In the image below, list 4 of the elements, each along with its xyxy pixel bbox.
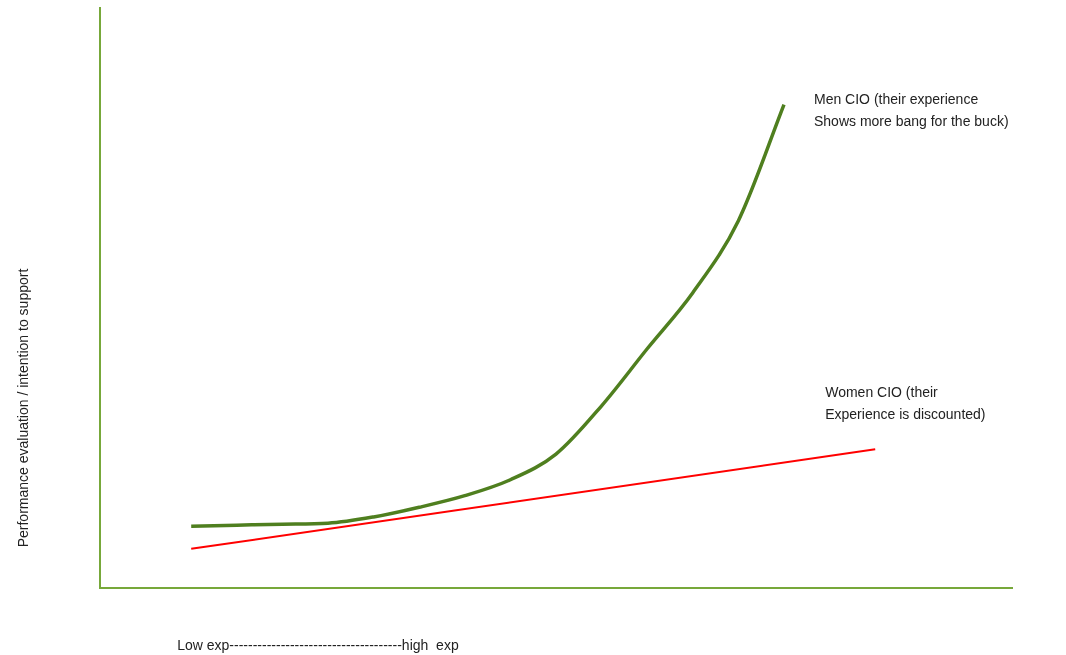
text: Women CIO (their Experience is discounted)	[825, 384, 986, 423]
y-axis-title: Performance evaluation / intention to support	[14, 268, 31, 548]
text: Men CIO (their experience Shows more bang for the buck)	[814, 90, 1009, 129]
x-axis-title: Low exp-------------------------------------high exp	[177, 636, 459, 653]
